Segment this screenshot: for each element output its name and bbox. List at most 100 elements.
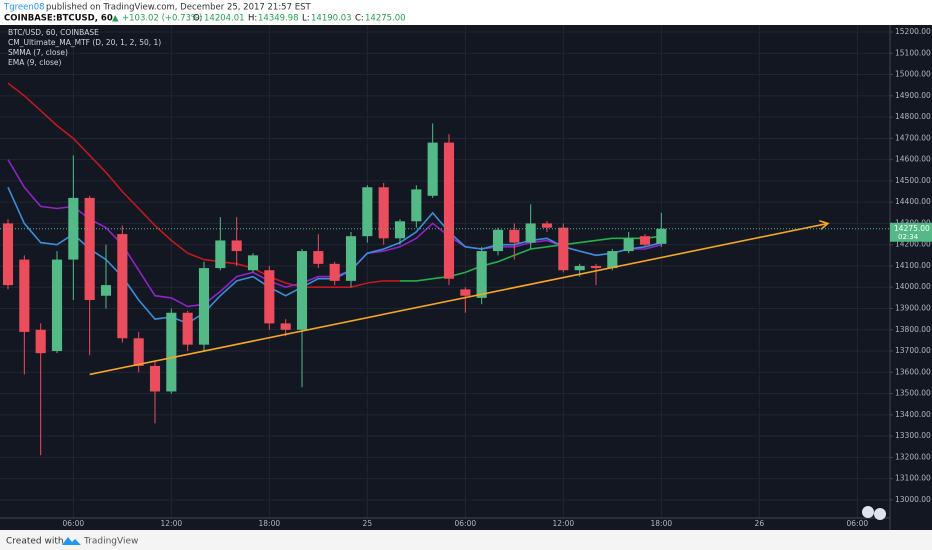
y-tick-label: 13400.00 xyxy=(895,410,931,419)
change-arrow: ▲ xyxy=(112,14,119,24)
candle-body xyxy=(329,263,340,281)
candle-body xyxy=(35,329,46,354)
candle-body xyxy=(19,259,30,332)
chart-background xyxy=(0,25,932,530)
low-value: 14190.03 xyxy=(311,14,352,24)
candle-body xyxy=(117,234,128,339)
candle-body xyxy=(427,142,438,196)
candle-body xyxy=(394,221,406,239)
o-label: O: xyxy=(193,14,202,24)
y-tick-label: 13000.00 xyxy=(895,495,931,504)
y-tick-label: 14600.00 xyxy=(895,155,931,164)
ma-line xyxy=(400,235,662,282)
symbol: COINBASE:BTCUSD, 60 xyxy=(4,14,113,24)
legend-entry: SMMA (7, close) xyxy=(8,48,68,57)
y-tick-label: 14000.00 xyxy=(895,282,931,291)
y-tick-label: 13700.00 xyxy=(895,346,931,355)
y-tick-label: 14500.00 xyxy=(895,176,931,185)
candle-body xyxy=(558,227,569,271)
last-price-box xyxy=(890,222,932,242)
candle-body xyxy=(133,338,144,366)
x-tick-label: 06:00 xyxy=(455,519,477,528)
x-tick-label: 18:00 xyxy=(651,519,673,528)
y-tick-label: 13800.00 xyxy=(895,325,931,334)
x-tick-label: 06:00 xyxy=(847,519,869,528)
y-tick-label: 15100.00 xyxy=(895,48,931,57)
ma-line xyxy=(7,82,400,288)
candle-body xyxy=(362,187,373,237)
x-tick-label: 18:00 xyxy=(259,519,281,528)
candle-body xyxy=(623,238,634,252)
candle-body xyxy=(509,229,520,243)
candle-body xyxy=(411,189,422,222)
y-tick-label: 14100.00 xyxy=(895,261,931,270)
brand-logo xyxy=(62,537,81,545)
candle-body xyxy=(182,312,193,345)
candle-body xyxy=(639,236,651,245)
y-tick-label: 14400.00 xyxy=(895,197,931,206)
trend-line xyxy=(89,222,829,376)
candle-body xyxy=(443,142,455,279)
candle-body xyxy=(345,236,357,281)
y-tick-label: 14900.00 xyxy=(895,91,931,100)
header-bar xyxy=(0,0,932,25)
candle-body xyxy=(492,229,504,252)
candle-body xyxy=(247,255,259,271)
candle-body xyxy=(68,197,79,260)
candle-body xyxy=(476,251,487,298)
published: published on TradingView.com, December 2… xyxy=(46,3,311,13)
candle-body xyxy=(215,240,226,269)
y-tick-label: 13200.00 xyxy=(895,452,931,461)
footer-brand[interactable]: TradingView xyxy=(83,537,138,547)
plot xyxy=(0,25,890,518)
candle-body xyxy=(378,187,389,239)
y-tick-label: 13900.00 xyxy=(895,304,931,313)
l-label: L: xyxy=(302,14,310,24)
x-tick-label: 06:00 xyxy=(63,519,85,528)
high-value: 14349.98 xyxy=(258,14,299,24)
x-tick-label: 12:00 xyxy=(161,519,183,528)
change: +103.02 (+0.73%) xyxy=(122,14,202,24)
candle-body xyxy=(84,197,95,300)
candle-body xyxy=(231,240,242,252)
candle-body xyxy=(296,251,308,330)
candle-body xyxy=(100,285,112,296)
candle-body xyxy=(656,228,667,244)
y-tick-label: 13300.00 xyxy=(895,431,931,440)
candle-body xyxy=(541,223,553,228)
y-tick-label: 13100.00 xyxy=(895,474,931,483)
candle-body xyxy=(607,251,618,269)
footer-created: Created with xyxy=(6,537,64,547)
candle-body xyxy=(264,270,275,324)
candle-body xyxy=(149,365,161,392)
y-tick-label: 14200.00 xyxy=(895,240,931,249)
y-tick-label: 13600.00 xyxy=(895,367,931,376)
y-tick-label: 14800.00 xyxy=(895,112,931,121)
candle-body xyxy=(574,265,585,271)
candle-body xyxy=(590,265,602,269)
y-tick-label: 15200.00 xyxy=(895,27,931,36)
c-label: C: xyxy=(355,14,364,24)
candle-body xyxy=(280,323,291,330)
last-price-label: 14275.00 xyxy=(894,224,930,233)
legend-entry: BTC/USD, 60, COINBASE xyxy=(8,28,99,37)
footer-bar xyxy=(0,530,932,550)
icon[interactable] xyxy=(862,506,874,518)
author[interactable]: Tgreen08 xyxy=(3,3,45,13)
candle-body xyxy=(2,223,14,286)
candle-body xyxy=(51,259,63,352)
x-tick-label: 26 xyxy=(755,519,765,528)
candle-body xyxy=(198,268,210,345)
h-label: H: xyxy=(248,14,257,24)
y-tick-label: 14700.00 xyxy=(895,133,931,142)
x-tick-label: 25 xyxy=(363,519,373,528)
candle-body xyxy=(525,223,536,243)
countdown: 02:34 xyxy=(898,233,919,241)
icon[interactable] xyxy=(874,508,886,520)
legend-entry: EMA (9, close) xyxy=(8,58,62,67)
close-value: 14275.00 xyxy=(365,14,406,24)
y-tick-label: 15000.00 xyxy=(895,70,931,79)
legend-entry: CM_Ultimate_MA_MTF (D, 20, 1, 2, 50, 1) xyxy=(8,38,161,47)
